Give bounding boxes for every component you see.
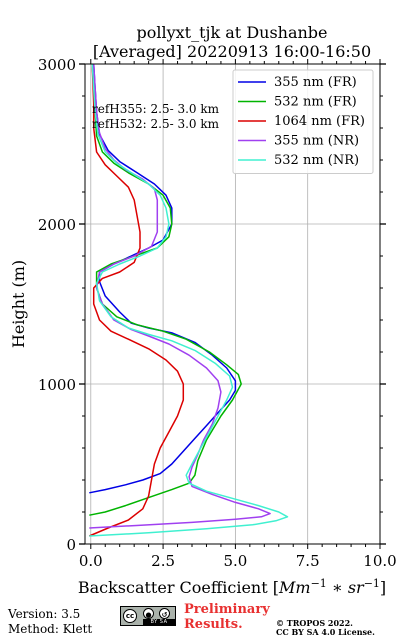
y-tick-label: 1000 [38,376,76,394]
version-text: Version: 3.5 [8,607,81,621]
preliminary-line-2: Results. [184,617,243,632]
cc-license-badge: cc ● ↺ BY SA [120,606,176,626]
copyright-line-1: © TROPOS 2022. [276,618,353,628]
ref-height-532-annotation: refH532: 2.5- 3.0 km [92,117,220,131]
legend-label: 355 nm (FR) [274,75,357,90]
legend-label: 532 nm (NR) [274,153,359,168]
legend: 355 nm (FR) 532 nm (FR) 1064 nm (FR) 355 nm… [232,69,374,174]
preliminary-results-text: Preliminary Results. [184,602,270,632]
y-tick-label: 0 [66,536,76,554]
method-text: Method: Klett [8,622,93,636]
license-strip: BY SA [143,619,175,625]
series-layer [89,64,289,537]
x-tick-label: 0.0 [79,552,103,570]
copyright-text: © TROPOS 2022. CC BY SA 4.0 License. [276,619,375,637]
series-line-532-nm-nr- [89,64,289,537]
x-tick-label: 7.5 [296,552,320,570]
legend-label: 355 nm (NR) [274,134,359,149]
series-line-355-nm-fr- [89,64,237,494]
legend-label: 532 nm (FR) [274,95,357,110]
x-axis-label-end: ] [380,578,386,597]
x-axis-label-sup2: −1 [364,577,380,590]
legend-label: 1064 nm (FR) [274,114,365,129]
share-alike-icon: ↺ [159,608,170,619]
series-line-1064-nm-fr- [89,64,185,537]
x-tick-labels: 0.0 2.5 5.0 7.5 10.0 [79,552,397,570]
x-axis-label-unit: Mm [278,578,311,597]
axis-ticks [79,59,386,549]
x-tick-label: 10.0 [363,552,396,570]
x-tick-label: 5.0 [223,552,247,570]
y-tick-label: 3000 [38,56,76,74]
cc-logo-icon: cc [123,609,137,623]
x-axis-label-mid: ∗ sr [327,578,365,597]
x-axis-label-sup1: −1 [311,577,327,590]
ref-height-355-annotation: refH355: 2.5- 3.0 km [92,102,220,116]
y-tick-label: 2000 [38,216,76,234]
x-axis-label-text: Backscatter Coefficient [ [78,578,279,597]
x-axis-label: Backscatter Coefficient [Mm−1 ∗ sr−1] [78,577,386,597]
series-line-532-nm-fr- [89,64,242,516]
by-attribution-icon: ● [143,608,154,619]
legend-box [232,69,374,174]
y-axis-label: Height (m) [9,260,28,348]
chart-title: pollyxt_tjk at Dushanbe [136,23,327,42]
copyright-line-2: CC BY SA 4.0 License. [276,627,375,637]
x-tick-label: 2.5 [151,552,175,570]
preliminary-line-1: Preliminary [184,602,270,617]
plot-frame [84,63,381,545]
y-tick-labels: 0 1000 2000 3000 [38,56,76,554]
chart-subtitle: [Averaged] 20220913 16:00-16:50 [93,42,371,61]
